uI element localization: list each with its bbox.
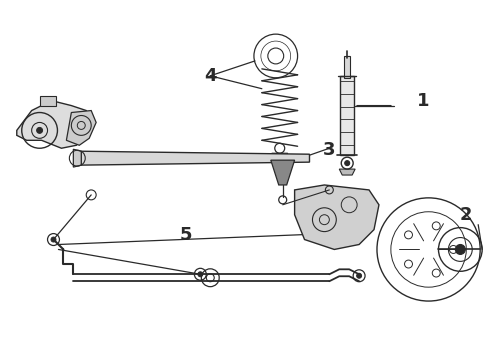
Circle shape: [455, 244, 466, 255]
Text: 3: 3: [323, 141, 336, 159]
Polygon shape: [272, 153, 288, 160]
Circle shape: [37, 127, 43, 133]
Polygon shape: [74, 149, 81, 167]
Circle shape: [357, 273, 362, 278]
Polygon shape: [81, 151, 310, 165]
Polygon shape: [294, 185, 379, 249]
Text: 1: 1: [417, 91, 430, 109]
Polygon shape: [66, 111, 96, 145]
Polygon shape: [340, 76, 354, 155]
Polygon shape: [271, 160, 294, 185]
Text: 2: 2: [460, 206, 472, 224]
Polygon shape: [344, 56, 350, 78]
Polygon shape: [339, 169, 355, 175]
Circle shape: [345, 161, 350, 166]
Text: 4: 4: [204, 67, 217, 85]
Circle shape: [198, 272, 203, 277]
Circle shape: [51, 237, 56, 242]
Polygon shape: [40, 96, 56, 105]
Polygon shape: [17, 100, 91, 148]
Text: 5: 5: [179, 226, 192, 244]
